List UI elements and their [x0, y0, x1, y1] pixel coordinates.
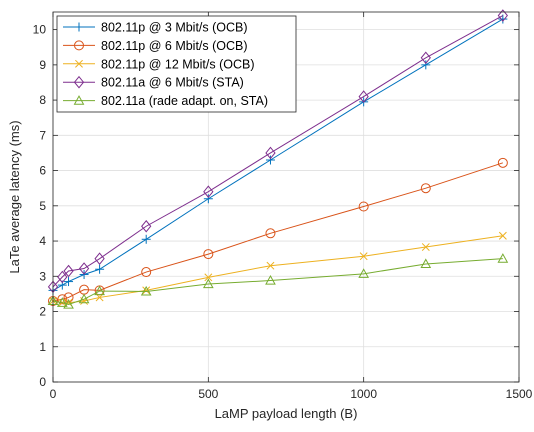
circle-marker	[63, 292, 74, 303]
diamond-marker	[141, 219, 152, 233]
y-axis-label: LaTe average latency (ms)	[7, 120, 22, 273]
triangle-marker	[78, 293, 90, 304]
legend-label: 802.11p @ 6 Mbit/s (OCB)	[101, 39, 248, 53]
legend-entry: 802.11a (rade adapt. on, STA)	[63, 94, 268, 108]
diamond-marker	[265, 146, 276, 160]
x-tick-label: 0	[50, 387, 57, 401]
diamond-marker	[78, 262, 90, 275]
x-marker	[359, 252, 368, 261]
legend-entry: 802.11p @ 6 Mbit/s (OCB)	[63, 39, 248, 53]
x-marker	[421, 243, 430, 251]
circle-marker	[203, 249, 214, 260]
x-marker-b	[498, 231, 507, 240]
triangle-marker	[73, 95, 85, 105]
x-marker	[75, 59, 83, 68]
triangle-marker	[420, 258, 432, 269]
y-tick-label: 9	[39, 58, 46, 72]
diamond-marker	[497, 9, 508, 22]
triangle-marker	[202, 278, 214, 289]
diamond-marker	[73, 75, 85, 89]
legend-entry: 802.11a @ 6 Mbit/s (STA)	[63, 76, 244, 90]
triangle-marker	[94, 285, 105, 296]
triangle-marker	[140, 285, 152, 296]
x-tick-label: 1000	[350, 387, 377, 401]
y-tick-label: 7	[39, 128, 46, 142]
circle-marker	[74, 40, 84, 51]
x-marker-b	[421, 243, 430, 251]
circle-marker	[358, 201, 369, 212]
x-marker	[204, 273, 213, 282]
y-tick-label: 4	[39, 234, 46, 248]
circle-marker	[265, 228, 276, 239]
legend-entry: 802.11p @ 12 Mbit/s (OCB)	[63, 57, 255, 71]
plus-marker	[265, 155, 275, 165]
x-marker	[266, 261, 275, 270]
series-layer	[47, 9, 509, 309]
y-tick-label: 3	[39, 269, 46, 283]
circle-marker	[141, 267, 152, 278]
legend: 802.11p @ 3 Mbit/s (OCB) 802.11p @ 6 Mbit…	[56, 15, 297, 113]
plot-frame	[52, 11, 520, 383]
triangle-marker	[358, 268, 370, 278]
circle-marker	[420, 183, 431, 194]
plus-marker	[74, 22, 84, 32]
axis-ticks: 0 500 1000 1500 0 1 2 3 4 5 6 7 8 9 10	[33, 12, 533, 401]
plus-marker	[95, 264, 105, 274]
y-tick-label: 8	[39, 93, 46, 107]
y-tick-label: 5	[39, 199, 46, 213]
y-tick-label: 10	[33, 23, 47, 37]
y-tick-label: 1	[39, 340, 46, 354]
x-marker-b	[142, 286, 151, 295]
diamond-marker	[420, 51, 431, 65]
circle-marker	[57, 294, 68, 305]
diamond-marker	[203, 185, 214, 199]
x-marker	[498, 231, 507, 240]
diamond-marker	[94, 252, 105, 265]
y-tick-label: 0	[39, 375, 46, 389]
x-tick-label: 500	[198, 387, 218, 401]
diamond-marker	[358, 90, 369, 103]
diamond-marker	[63, 264, 74, 278]
legend-label: 802.11p @ 12 Mbit/s (OCB)	[101, 57, 255, 71]
x-axis-label: LaMP payload length (B)	[215, 406, 358, 421]
triangle-marker	[56, 297, 68, 307]
triangle-marker	[497, 253, 509, 263]
legend-label: 802.11a @ 6 Mbit/s (STA)	[101, 76, 244, 90]
circle-marker	[497, 157, 508, 168]
x-marker	[142, 286, 151, 295]
x-tick-label: 1500	[506, 387, 533, 401]
plus-marker	[203, 194, 213, 204]
triangle-marker	[63, 298, 74, 309]
x-marker-b	[359, 252, 368, 261]
series-line	[52, 15, 504, 288]
plus-marker	[64, 277, 74, 287]
legend-label: 802.11a (rade adapt. on, STA)	[101, 94, 268, 108]
legend-label: 802.11p @ 3 Mbit/s (OCB)	[101, 21, 248, 35]
y-tick-label: 2	[39, 305, 46, 319]
triangle-marker	[265, 274, 276, 285]
diamond-marker	[57, 270, 68, 284]
x-marker-b	[75, 59, 83, 68]
plus-marker	[141, 234, 151, 244]
legend-box	[56, 15, 297, 113]
y-tick-label: 6	[39, 164, 46, 178]
series-1	[48, 14, 508, 295]
x-marker-b	[204, 273, 213, 282]
x-marker-b	[266, 261, 275, 270]
plus-marker	[421, 60, 431, 70]
legend-entry: 802.11p @ 3 Mbit/s (OCB)	[63, 21, 248, 35]
